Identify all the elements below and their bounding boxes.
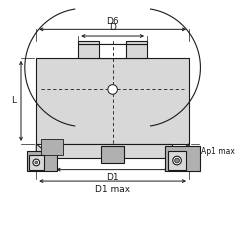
Polygon shape: [41, 139, 63, 155]
Polygon shape: [101, 146, 124, 163]
Circle shape: [175, 158, 180, 163]
Polygon shape: [172, 144, 189, 158]
Polygon shape: [78, 41, 99, 44]
Polygon shape: [78, 44, 147, 58]
Polygon shape: [168, 151, 186, 170]
Polygon shape: [29, 155, 44, 170]
Text: D1 max: D1 max: [95, 185, 130, 194]
Polygon shape: [54, 144, 172, 158]
Polygon shape: [36, 144, 54, 158]
Polygon shape: [165, 146, 200, 171]
Circle shape: [33, 159, 40, 166]
Text: D: D: [109, 23, 116, 32]
Circle shape: [173, 156, 181, 165]
Circle shape: [35, 161, 38, 164]
Polygon shape: [99, 44, 126, 58]
Polygon shape: [126, 41, 147, 44]
Text: D1: D1: [106, 174, 119, 182]
Text: Ap1 max: Ap1 max: [201, 146, 235, 156]
Circle shape: [108, 85, 117, 94]
Text: D6: D6: [106, 17, 119, 25]
Polygon shape: [36, 58, 189, 144]
Polygon shape: [27, 151, 57, 171]
Text: L: L: [11, 96, 16, 105]
